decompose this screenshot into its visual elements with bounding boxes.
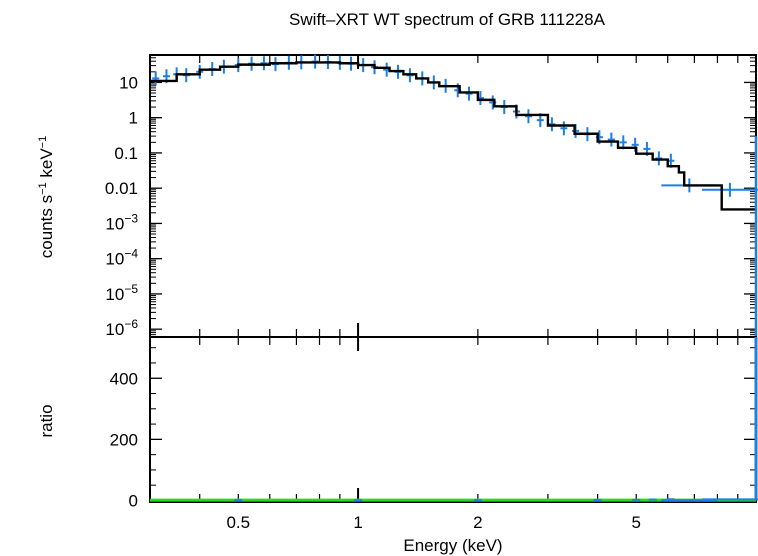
ylabel-part-2: keV <box>37 148 56 183</box>
ratio-y-tick-label: 400 <box>110 369 138 388</box>
x-tick-label: 0.5 <box>226 513 250 532</box>
spectrum-y-tick-label: 10 <box>119 73 138 92</box>
tick-base: 10 <box>105 214 124 233</box>
spectrum-y-tick-label: 0.01 <box>105 179 138 198</box>
ylabel-exp-2: −1 <box>37 136 49 149</box>
spectrum-y-tick-label: 10−6 <box>105 317 138 339</box>
ylabel-part-1: counts s <box>37 195 56 258</box>
x-tick-label: 1 <box>353 513 362 532</box>
tick-base: 10 <box>105 250 124 269</box>
tick-base: 10 <box>105 285 124 304</box>
spectrum-y-tick-label: 1 <box>129 109 138 128</box>
x-axis-label: Energy (keV) <box>403 536 502 555</box>
spectrum-y-tick-label: 10−4 <box>105 247 138 269</box>
x-tick-label: 2 <box>473 513 482 532</box>
ratio-y-tick-label: 0 <box>129 491 138 510</box>
ratio-panel: 0.5 1 2 5 0 200 400 <box>110 336 758 532</box>
ratio-y-axis-label: ratio <box>37 404 56 437</box>
tick-exponent: −4 <box>124 247 138 261</box>
spectrum-y-axis-label: counts s−1 keV−1 <box>37 136 56 258</box>
tick-exponent: −5 <box>124 282 138 296</box>
ratio-y-tick-label: 200 <box>110 430 138 449</box>
ratio-frame <box>149 336 757 503</box>
tick-base: 10 <box>105 320 124 339</box>
tick-exponent: −3 <box>124 211 138 225</box>
model-curve <box>150 61 756 211</box>
ylabel-exp-1: −1 <box>37 182 49 195</box>
spectrum-y-tick-label: 0.1 <box>114 144 138 163</box>
tick-exponent: −6 <box>124 317 138 331</box>
spectrum-frame <box>149 54 757 338</box>
x-tick-label: 5 <box>631 513 640 532</box>
spectrum-y-tick-label: 10−3 <box>105 211 138 233</box>
chart-title: Swift–XRT WT spectrum of GRB 111228A <box>289 10 606 29</box>
spectrum-y-tick-label: 10−5 <box>105 282 138 304</box>
